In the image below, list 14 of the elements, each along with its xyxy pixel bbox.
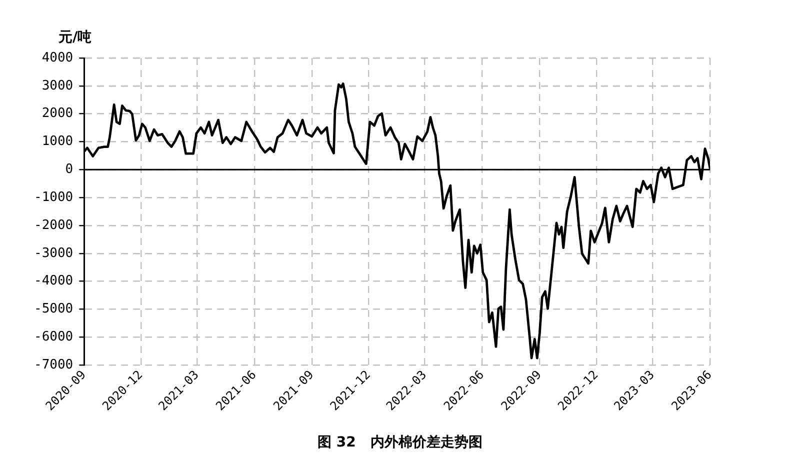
y-tick-label: -6000 bbox=[34, 330, 74, 345]
y-tick-label: 4000 bbox=[42, 50, 74, 66]
y-tick-label: 0 bbox=[65, 162, 74, 178]
y-tick-label: -5000 bbox=[34, 302, 74, 317]
text: 图 32 内外棉价差走势图 bbox=[318, 434, 482, 451]
y-tick-label: 2000 bbox=[42, 106, 74, 122]
y-tick-label: 3000 bbox=[42, 78, 74, 94]
y-tick-label: -7000 bbox=[34, 357, 74, 372]
y-tick-label: -1000 bbox=[34, 190, 74, 205]
y-tick-label: 1000 bbox=[42, 134, 74, 150]
y-tick-label: -2000 bbox=[34, 218, 74, 233]
y-tick-label: -3000 bbox=[34, 246, 74, 261]
y-axis-title: 元/吨 bbox=[57, 30, 92, 46]
y-tick-label: -4000 bbox=[34, 274, 74, 289]
